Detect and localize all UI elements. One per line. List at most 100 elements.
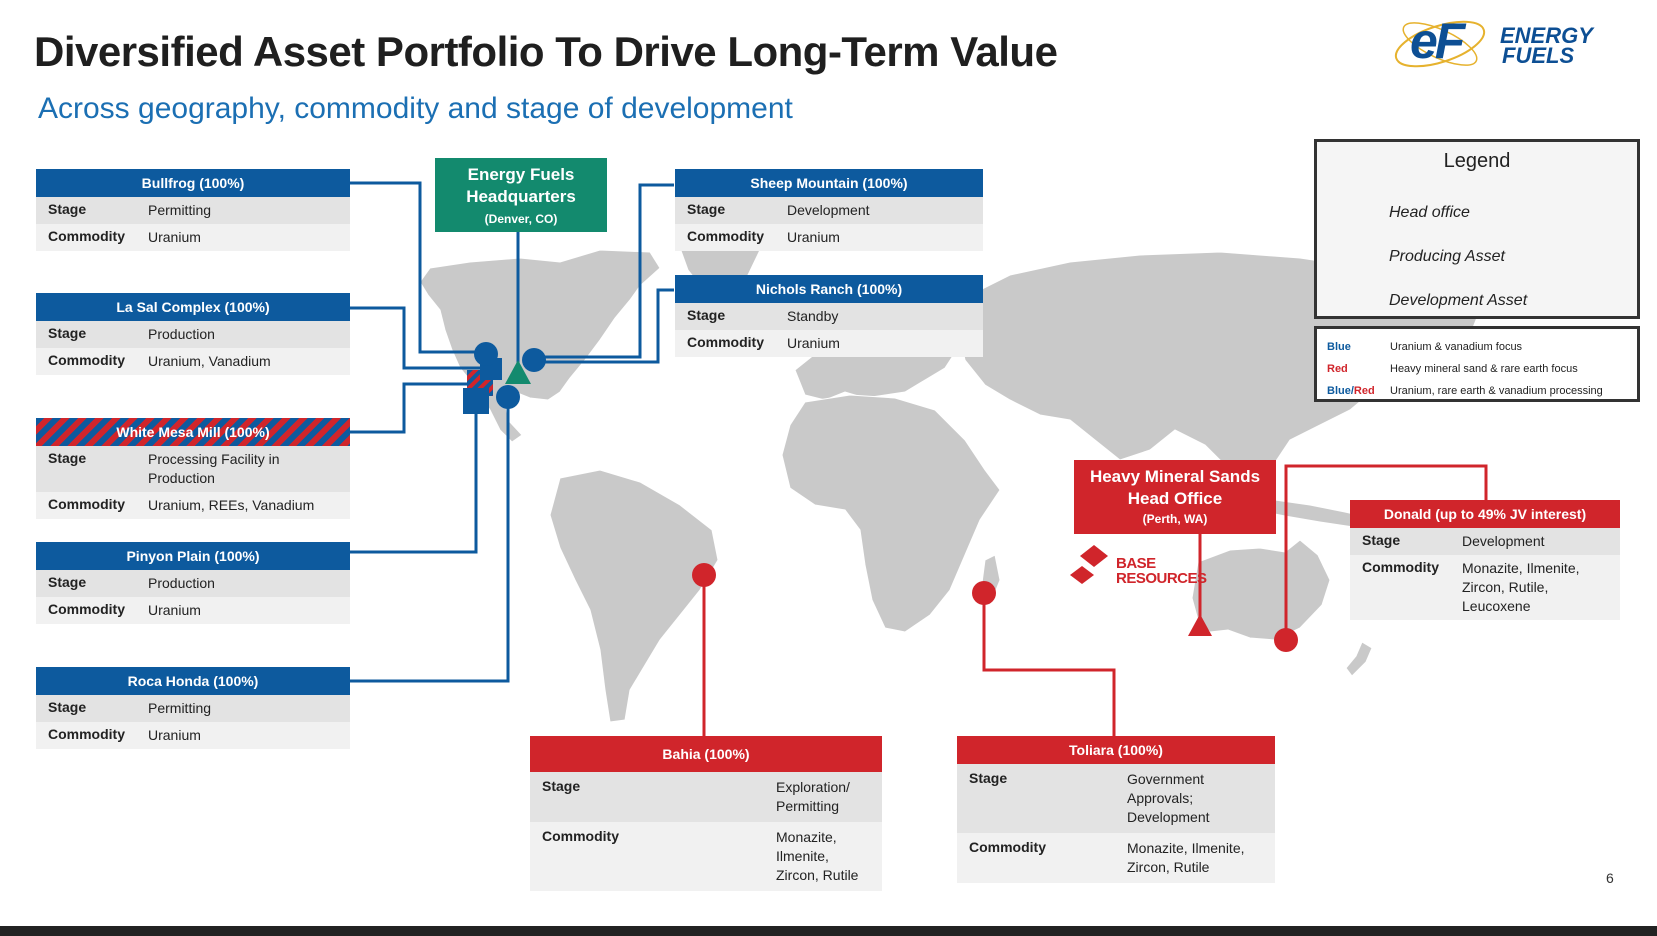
commodity-label: Commodity [542, 828, 619, 844]
asset-card-title: Toliara (100%) [957, 736, 1275, 764]
base-resources-logo-icon [1070, 545, 1108, 584]
commodity-label: Commodity [687, 334, 764, 350]
commodity-value: Uranium [148, 602, 201, 618]
commodity-value: Uranium [787, 229, 840, 245]
stage-label: Stage [1362, 532, 1401, 548]
stage-label: Stage [48, 699, 87, 715]
color-key-separator: / [1350, 385, 1354, 397]
asset-card-sheep-mountain: Sheep Mountain (100%) Stage Development C… [675, 169, 983, 251]
roca-honda-circle-icon [496, 385, 520, 409]
asset-card-la-sal: La Sal Complex (100%) Stage Production Co… [36, 293, 350, 375]
commodity-value: Monazite, Ilmenite, Zircon, Rutile, Leuc… [1462, 560, 1580, 614]
toliara-circle-icon [972, 581, 996, 605]
asset-card-title: Roca Honda (100%) [36, 667, 350, 695]
hq-line-1: Heavy Mineral Sands [1089, 467, 1261, 486]
stage-value: Permitting [148, 700, 212, 716]
stage-value: Permitting [148, 202, 212, 218]
australia-shape [1191, 539, 1331, 641]
page-subtitle: Across geography, commodity and stage of… [38, 92, 793, 125]
bullfrog-circle-icon [474, 342, 498, 366]
color-key-box: Blue Uranium & vanadium focus Red Heavy … [1314, 326, 1640, 402]
base-resources-wordmark: BASE RESOURCES [1116, 556, 1207, 586]
legend-item-head-office: Head office [1389, 204, 1470, 221]
logo-orbit-icon [1394, 20, 1486, 68]
color-key-desc: Heavy mineral sand & rare earth focus [1390, 363, 1578, 375]
markers [463, 342, 1298, 652]
north-america-shape [419, 249, 661, 443]
bahia-circle-icon [692, 563, 716, 587]
page-title: Diversified Asset Portfolio To Drive Lon… [34, 28, 1058, 75]
stage-value: Production [148, 575, 215, 591]
connector-white-mesa [350, 382, 475, 434]
legend-item-development: Development Asset [1389, 292, 1528, 309]
stage-value: Development [1462, 533, 1545, 549]
connector-pinyon-plain [350, 395, 478, 554]
commodity-value: Uranium [148, 727, 201, 743]
stage-label: Stage [687, 201, 726, 217]
commodity-value: Uranium [148, 229, 201, 245]
logo-line-1: ENERGY [1500, 23, 1593, 48]
south-america-shape [549, 469, 719, 723]
asset-card-bahia: Bahia (100%) Stage Exploration/ Permittin… [530, 736, 882, 891]
color-key-desc: Uranium & vanadium focus [1390, 341, 1523, 353]
color-key-red-part: Red [1353, 385, 1375, 397]
hq-line-2: Head Office [1127, 489, 1223, 508]
stage-value: Government Approvals; Development [1127, 771, 1210, 825]
commodity-value: Monazite, Ilmenite, Zircon, Rutile [1127, 840, 1245, 875]
asset-card-title: Bullfrog (100%) [36, 169, 350, 197]
stage-label: Stage [48, 450, 87, 466]
connector-toliara [982, 593, 1116, 736]
base-resources-line-1: BASE [1116, 555, 1156, 572]
commodity-label: Commodity [48, 352, 125, 368]
hq-box-denver: Energy Fuels Headquarters (Denver, CO) [435, 158, 607, 232]
commodity-label: Commodity [1362, 559, 1439, 575]
commodity-value: Uranium [787, 335, 840, 351]
bottom-taskbar [0, 926, 1657, 936]
stage-label: Stage [969, 770, 1008, 786]
legend-item-producing: Producing Asset [1389, 248, 1505, 265]
stage-label: Stage [48, 201, 87, 217]
asset-card-roca-honda: Roca Honda (100%) Stage Permitting Commod… [36, 667, 350, 749]
color-key-label: Blue [1327, 341, 1351, 353]
hq-location: (Perth, WA) [1142, 512, 1208, 526]
commodity-label: Commodity [48, 726, 125, 742]
sheep-mountain-circle-icon [522, 348, 546, 372]
commodity-value: Monazite, Ilmenite, Zircon, Rutile [776, 829, 859, 883]
legend-box: Legend Head office Producing Asset Devel… [1314, 139, 1640, 319]
stage-value: Exploration/ Permitting [776, 779, 850, 814]
color-key-label: Red [1327, 363, 1348, 375]
asset-card-title: Nichols Ranch (100%) [675, 275, 983, 303]
connector-sheep-mountain [528, 183, 674, 359]
page-number: 6 [1606, 870, 1614, 886]
asset-card-white-mesa: White Mesa Mill (100%) Stage Processing F… [36, 418, 350, 519]
donald-circle-icon [1274, 628, 1298, 652]
commodity-value: Uranium, REEs, Vanadium [148, 497, 315, 513]
logo-mark: eF [1410, 13, 1465, 69]
hms-hq-triangle-icon [1188, 614, 1212, 636]
base-resources-line-2: RESOURCES [1116, 570, 1207, 587]
asset-card-donald: Donald (up to 49% JV interest) Stage Deve… [1350, 500, 1620, 620]
asset-card-bullfrog: Bullfrog (100%) Stage Permitting Commodit… [36, 169, 350, 251]
hq-location: (Denver, CO) [484, 212, 558, 226]
asset-card-title: Pinyon Plain (100%) [36, 542, 350, 570]
hq-box-perth: Heavy Mineral Sands Head Office (Perth, … [1074, 460, 1276, 534]
commodity-label: Commodity [48, 601, 125, 617]
asset-card-title: Sheep Mountain (100%) [675, 169, 983, 197]
logo-line-2: FUELS [1502, 43, 1575, 68]
energy-fuels-logo: eF ENERGY FUELS [1388, 8, 1628, 76]
stage-label: Stage [48, 325, 87, 341]
hq-line-1: Energy Fuels [467, 165, 575, 184]
asset-card-toliara: Toliara (100%) Stage Government Approvals… [957, 736, 1275, 883]
asset-card-pinyon-plain: Pinyon Plain (100%) Stage Production Comm… [36, 542, 350, 624]
commodity-label: Commodity [48, 228, 125, 244]
stage-value: Standby [787, 308, 839, 324]
color-key-blue-part: Blue [1327, 385, 1351, 397]
asset-card-title: Bahia (100%) [530, 736, 882, 772]
legend-title: Legend [1443, 150, 1511, 172]
commodity-value: Uranium, Vanadium [148, 353, 271, 369]
new-zealand-shape [1345, 641, 1373, 677]
asset-card-title: La Sal Complex (100%) [36, 293, 350, 321]
commodity-label: Commodity [687, 228, 764, 244]
stage-label: Stage [687, 307, 726, 323]
